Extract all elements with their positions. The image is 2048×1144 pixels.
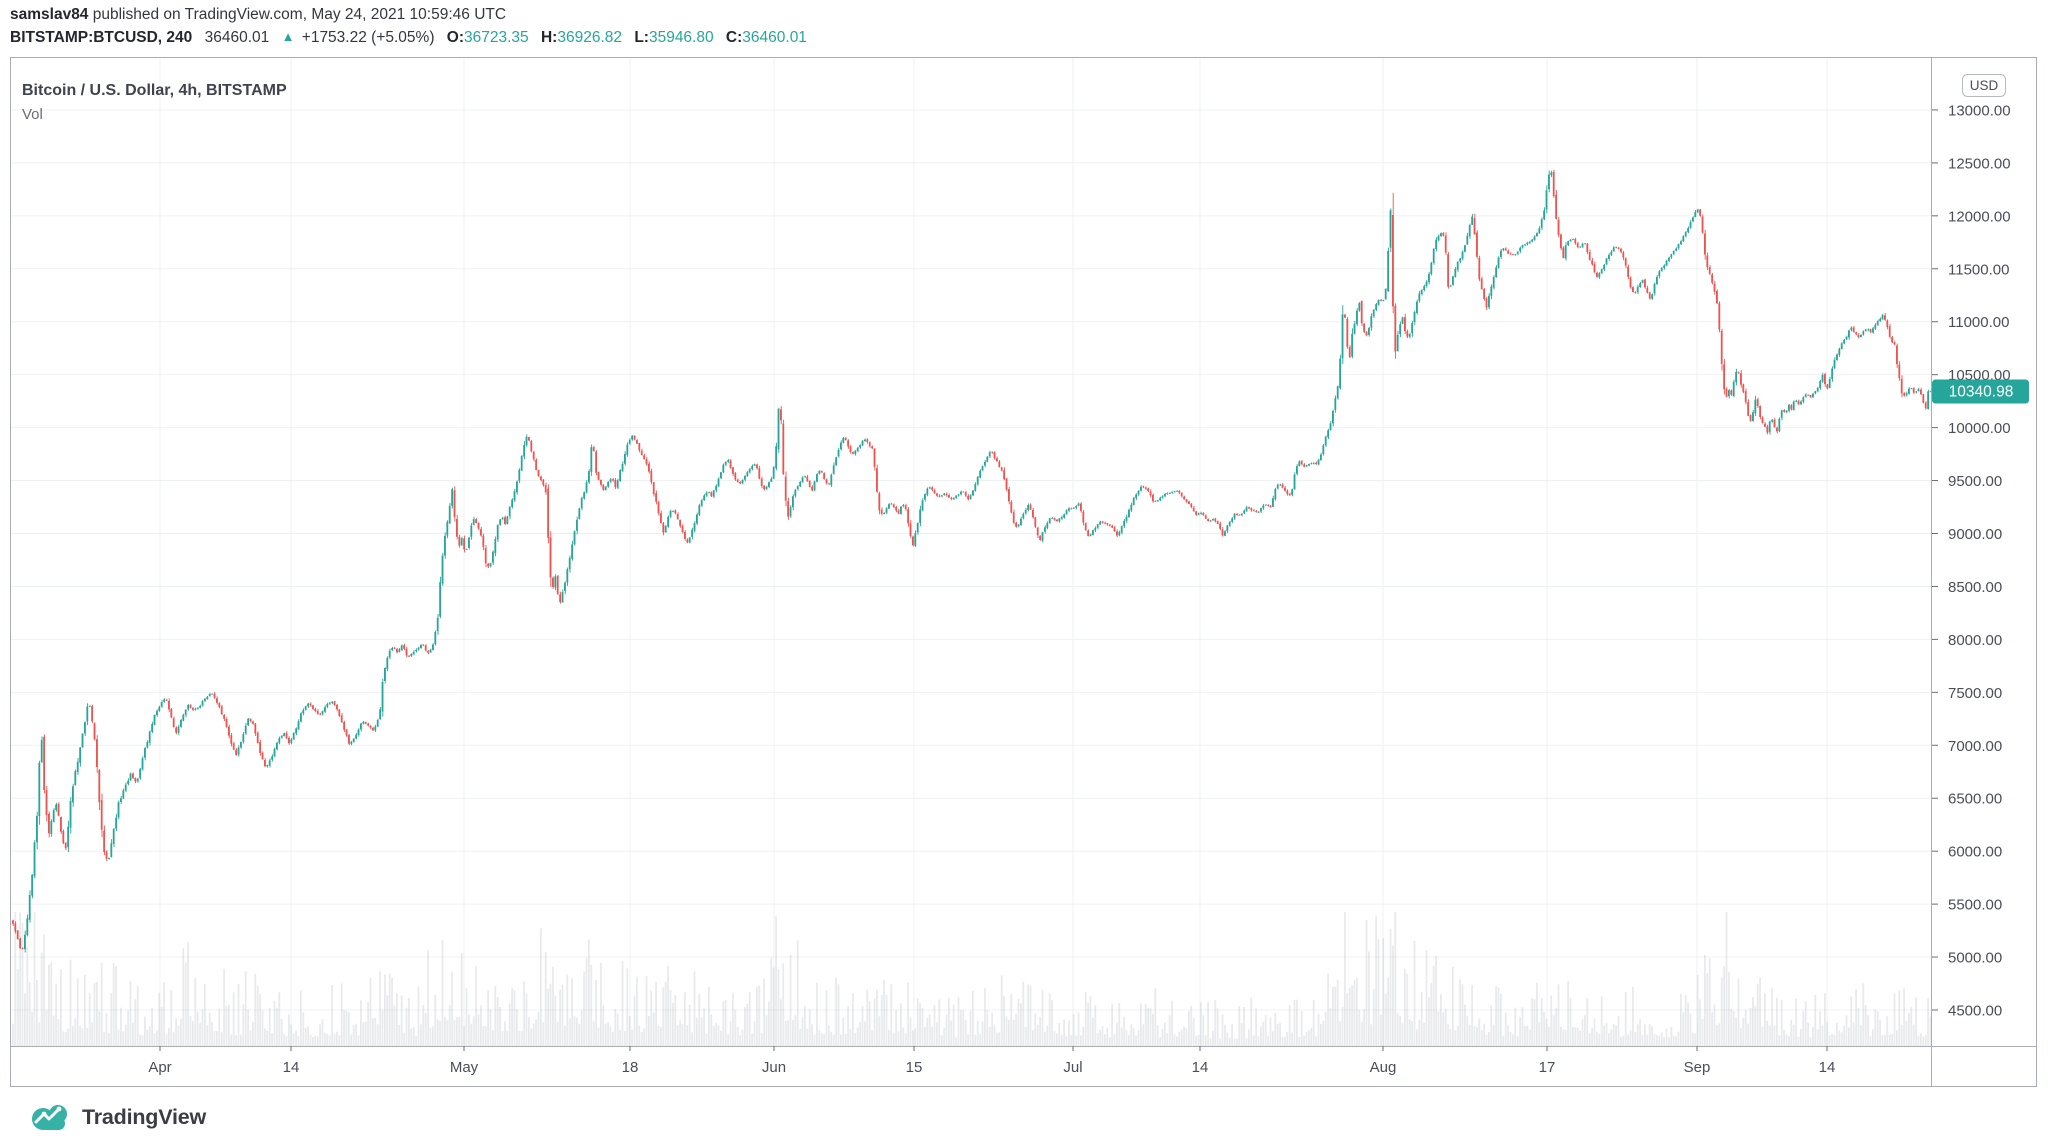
down-candle-wicks xyxy=(12,169,1932,950)
volume-bars xyxy=(12,912,1932,1046)
symbol-line: BITSTAMP:BTCUSD, 240 36460.01 ▲ +1753.22… xyxy=(10,26,807,49)
price-axis-label: 7500.00 xyxy=(1948,685,2002,702)
publish-line: samslav84 published on TradingView.com, … xyxy=(10,4,807,26)
time-axis-label: Aug xyxy=(1370,1059,1397,1076)
price-axis-label: 12500.00 xyxy=(1948,155,2011,172)
open-label: O: xyxy=(446,28,465,46)
open-value: 36723.35 xyxy=(464,28,529,46)
time-scale[interactable]: Apr 14 May 18 Jun 15 Jul 14 Aug 17 Sep 14 xyxy=(148,1046,1835,1076)
price-scale[interactable]: 13000.00 12500.00 12000.00 11500.00 11000.00… xyxy=(1932,102,2011,1019)
time-axis-label: Jun xyxy=(762,1059,786,1076)
price-axis-label: 7000.00 xyxy=(1948,738,2002,755)
price-tag-value: 10340.98 xyxy=(1949,384,2014,401)
change-up-arrow-icon: ▲ xyxy=(281,28,295,44)
price-axis-label: 6000.00 xyxy=(1948,844,2002,861)
price-axis-label: 8000.00 xyxy=(1948,632,2002,649)
time-axis-label: Jul xyxy=(1063,1059,1082,1076)
author-name: samslav84 xyxy=(10,6,89,23)
low-value: 35946.80 xyxy=(648,28,714,46)
time-axis-label: 17 xyxy=(1539,1059,1556,1076)
high-value: 36926.82 xyxy=(557,28,622,46)
chart-frame xyxy=(10,57,2037,1087)
change-value: +1753.22 (+5.05%) xyxy=(301,28,435,46)
price-axis-label: 4500.00 xyxy=(1948,1002,2002,1019)
price-axis-label: 9000.00 xyxy=(1948,526,2002,543)
time-axis-label: 14 xyxy=(283,1059,300,1076)
attribution-header: samslav84 published on TradingView.com, … xyxy=(10,4,807,48)
price-axis-label: 11500.00 xyxy=(1948,261,2009,278)
tradingview-logo-text: TradingView xyxy=(82,1104,207,1129)
price-axis-label: 11000.00 xyxy=(1948,314,2009,331)
up-candle-wicks xyxy=(24,170,1929,953)
tradingview-logo[interactable]: TradingView xyxy=(30,1101,206,1133)
currency-badge-text: USD xyxy=(1970,78,1999,93)
time-axis-label: 14 xyxy=(1819,1059,1836,1076)
close-value: 36460.01 xyxy=(742,28,807,46)
time-axis-label: 15 xyxy=(906,1059,923,1076)
price-axis-label: 5000.00 xyxy=(1948,950,2002,967)
price-axis-label: 6500.00 xyxy=(1948,791,2002,808)
time-axis-label: 14 xyxy=(1192,1059,1209,1076)
currency-badge: USD xyxy=(1962,74,2006,97)
up-candle-bodies xyxy=(24,172,1929,950)
price-axis-label: 8500.00 xyxy=(1948,579,2002,596)
time-axis-label: May xyxy=(450,1059,479,1076)
close-label: C: xyxy=(725,28,743,46)
symbol-interval: BITSTAMP:BTCUSD, 240 xyxy=(10,28,193,46)
price-tag: 10340.98 xyxy=(1932,379,2029,404)
chart-widget: 13000.00 12500.00 12000.00 11500.00 11000.00… xyxy=(10,57,2037,1087)
price-axis-label: 9500.00 xyxy=(1948,473,2002,490)
high-label: H: xyxy=(540,28,558,46)
publish-info: published on TradingView.com, May 24, 20… xyxy=(88,6,507,23)
time-axis-label: 18 xyxy=(622,1059,639,1076)
time-axis-label: Sep xyxy=(1684,1059,1711,1076)
tradingview-logo-icon xyxy=(32,1105,67,1130)
price-axis-label: 12000.00 xyxy=(1948,208,2011,225)
price-axis-label: 5500.00 xyxy=(1948,897,2002,914)
candlestick-series xyxy=(12,169,1932,953)
last-price: 36460.01 xyxy=(204,28,270,46)
price-axis-label: 10000.00 xyxy=(1948,420,2011,437)
low-label: L: xyxy=(634,28,649,46)
volume-bar-series xyxy=(12,912,1932,1046)
time-axis-label: Apr xyxy=(148,1059,171,1076)
price-chart-canvas[interactable]: 13000.00 12500.00 12000.00 11500.00 11000.00… xyxy=(10,57,2037,1087)
down-candle-bodies xyxy=(12,172,1932,950)
grid-lines xyxy=(10,57,1932,1046)
price-axis-label: 13000.00 xyxy=(1948,102,2011,119)
